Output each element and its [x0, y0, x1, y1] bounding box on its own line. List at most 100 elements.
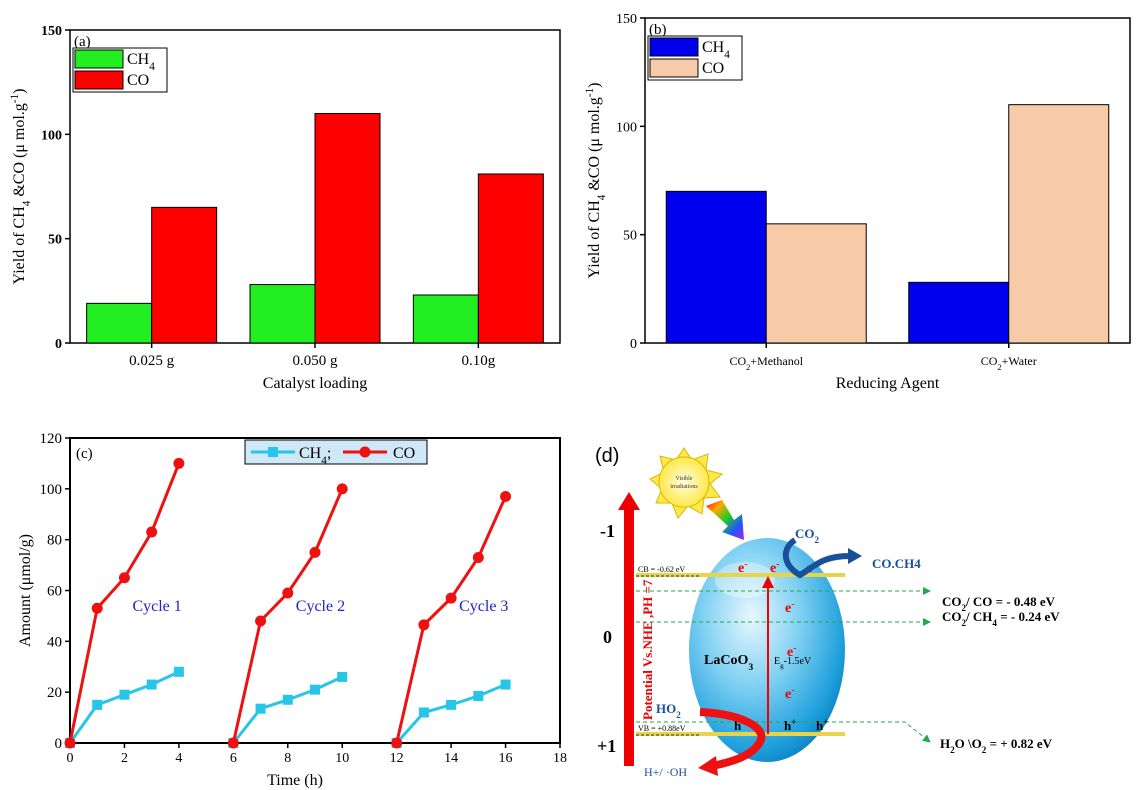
panel-d-label: (d) — [595, 445, 619, 467]
electron-2: e- — [770, 559, 779, 577]
line-ch4-cycle-2 — [232, 675, 343, 744]
x-tick-label: 2 — [121, 751, 128, 766]
hole-3: h+ — [816, 717, 828, 733]
legend-label-ch4: CH4 — [702, 39, 730, 61]
x-tick-label: 18 — [553, 751, 567, 766]
level-o2-label: H2O \O2 = + 0.82 eV — [940, 736, 1053, 755]
electron-6: e- — [785, 685, 794, 703]
bar-ch4-2 — [412, 294, 479, 344]
legend-marker-ch4 — [268, 447, 278, 457]
x-tick-label: 0 — [67, 751, 74, 766]
light-beam-icon — [706, 500, 744, 540]
point-co — [282, 587, 294, 599]
electron-4: e- — [785, 599, 794, 617]
bar-co-1 — [314, 112, 381, 344]
y-tick-label: 40 — [47, 634, 62, 650]
x-tick-label: 8 — [284, 751, 291, 766]
panel-label: (b) — [649, 22, 667, 38]
electron-5: e- — [787, 643, 796, 661]
x-tick-label: 10 — [335, 751, 349, 766]
x-tick-label: 14 — [444, 751, 458, 766]
point-co — [309, 546, 321, 558]
co2-label: CO2 — [795, 526, 820, 545]
hole-2: h+ — [784, 717, 796, 733]
bar-ch4-1 — [249, 284, 316, 344]
x-tick-label: 12 — [390, 751, 404, 766]
point-ch4 — [473, 690, 484, 701]
bandgap-label: Eg-1.5eV — [774, 656, 812, 670]
y-tick-label: 50 — [48, 233, 62, 248]
co2-reduction-arrow — [782, 537, 851, 579]
legend-label-co: CO — [127, 72, 149, 89]
point-co — [445, 592, 457, 604]
legend-label-ch4: CH4; — [299, 445, 331, 467]
axis-tick-0: 0 — [603, 627, 612, 647]
bar-ch4-1 — [908, 281, 1010, 344]
y-tick-label: 0 — [630, 337, 637, 352]
y-tick-label: 20 — [47, 685, 62, 701]
y-tick-label: 0 — [55, 736, 63, 752]
bar-co-1 — [1008, 104, 1110, 344]
x-tick-label: CO2+Water — [981, 354, 1037, 372]
legend-label-co: CO — [393, 445, 415, 462]
sun-icon: Visible irradiations — [649, 447, 724, 519]
point-ch4 — [146, 679, 157, 690]
panel-c-line-chart: 0 20 40 60 80 100 120 0 2 4 6 8 10 12 14 16 18 Cycle 1 Cyc… — [17, 431, 567, 789]
sun-text-irradiations: irradiations — [670, 484, 698, 490]
bar-co-0 — [765, 223, 867, 344]
point-ch4 — [119, 689, 130, 700]
axis-tick-minus1: -1 — [600, 521, 615, 541]
point-co — [91, 602, 103, 614]
x-tick-label: 16 — [499, 751, 513, 766]
axis-tick-plus1: +1 — [597, 736, 616, 756]
vb-label: VB = +0.88eV — [638, 724, 686, 733]
point-co — [391, 737, 403, 749]
level-ch4-label: CO2/ CH4 = - 0.24 eV — [942, 609, 1060, 628]
legend-label-ch4: CH4 — [127, 51, 155, 73]
point-ch4 — [500, 679, 511, 690]
legend-swatch-co — [649, 58, 699, 78]
y-tick-label: 150 — [616, 12, 637, 27]
legend-swatch-ch4 — [74, 49, 124, 69]
y-axis-label: Amount (μmol/g) — [17, 534, 34, 647]
plot-frame — [69, 437, 561, 744]
point-co — [472, 551, 484, 563]
point-co — [418, 619, 430, 631]
legend-swatch-co — [74, 70, 124, 90]
sun-text-visible: Visible — [676, 476, 693, 482]
bar-ch4-0 — [665, 190, 767, 344]
panel-label: (a) — [74, 34, 91, 50]
x-axis-label: Catalyst loading — [263, 375, 367, 392]
ho2-label: HO2 — [656, 701, 681, 720]
plot-frame — [644, 17, 1131, 344]
point-ch4 — [255, 703, 266, 714]
cycle-annotation-3: Cycle 3 — [459, 598, 508, 615]
x-axis-label: Reducing Agent — [836, 375, 940, 392]
point-ch4 — [418, 707, 429, 718]
level-co-label: CO2/ CO = - 0.48 eV — [942, 594, 1056, 613]
x-tick-label: 0.050 g — [293, 353, 339, 369]
line-co-cycle-2 — [231, 488, 344, 744]
y-tick-label: 60 — [47, 584, 62, 600]
point-co — [500, 490, 512, 502]
point-ch4 — [92, 699, 103, 710]
x-axis-label: Time (h) — [267, 772, 323, 789]
y-tick-label: 150 — [41, 24, 62, 39]
line-ch4-cycle-3 — [395, 683, 507, 744]
y-tick-label: 120 — [40, 431, 63, 447]
y-tick-label: 50 — [623, 229, 637, 244]
point-ch4 — [173, 666, 184, 677]
lacoo3-label: LaCoO3 — [704, 653, 753, 673]
bar-co-2 — [477, 173, 544, 344]
cb-label: CB = -0.62 eV — [638, 565, 685, 574]
y-tick-label: 80 — [47, 533, 62, 549]
x-tick-label: 0.025 g — [129, 353, 175, 369]
y-tick-label: 0 — [55, 337, 62, 352]
cycle-annotation-2: Cycle 2 — [296, 598, 345, 615]
point-co — [146, 526, 158, 538]
point-co — [255, 615, 267, 627]
y-axis-label: Yield of CH4 &CO (μ mol.g-1) — [584, 83, 608, 279]
oxidation-arrow — [699, 708, 766, 770]
point-co — [173, 457, 185, 469]
